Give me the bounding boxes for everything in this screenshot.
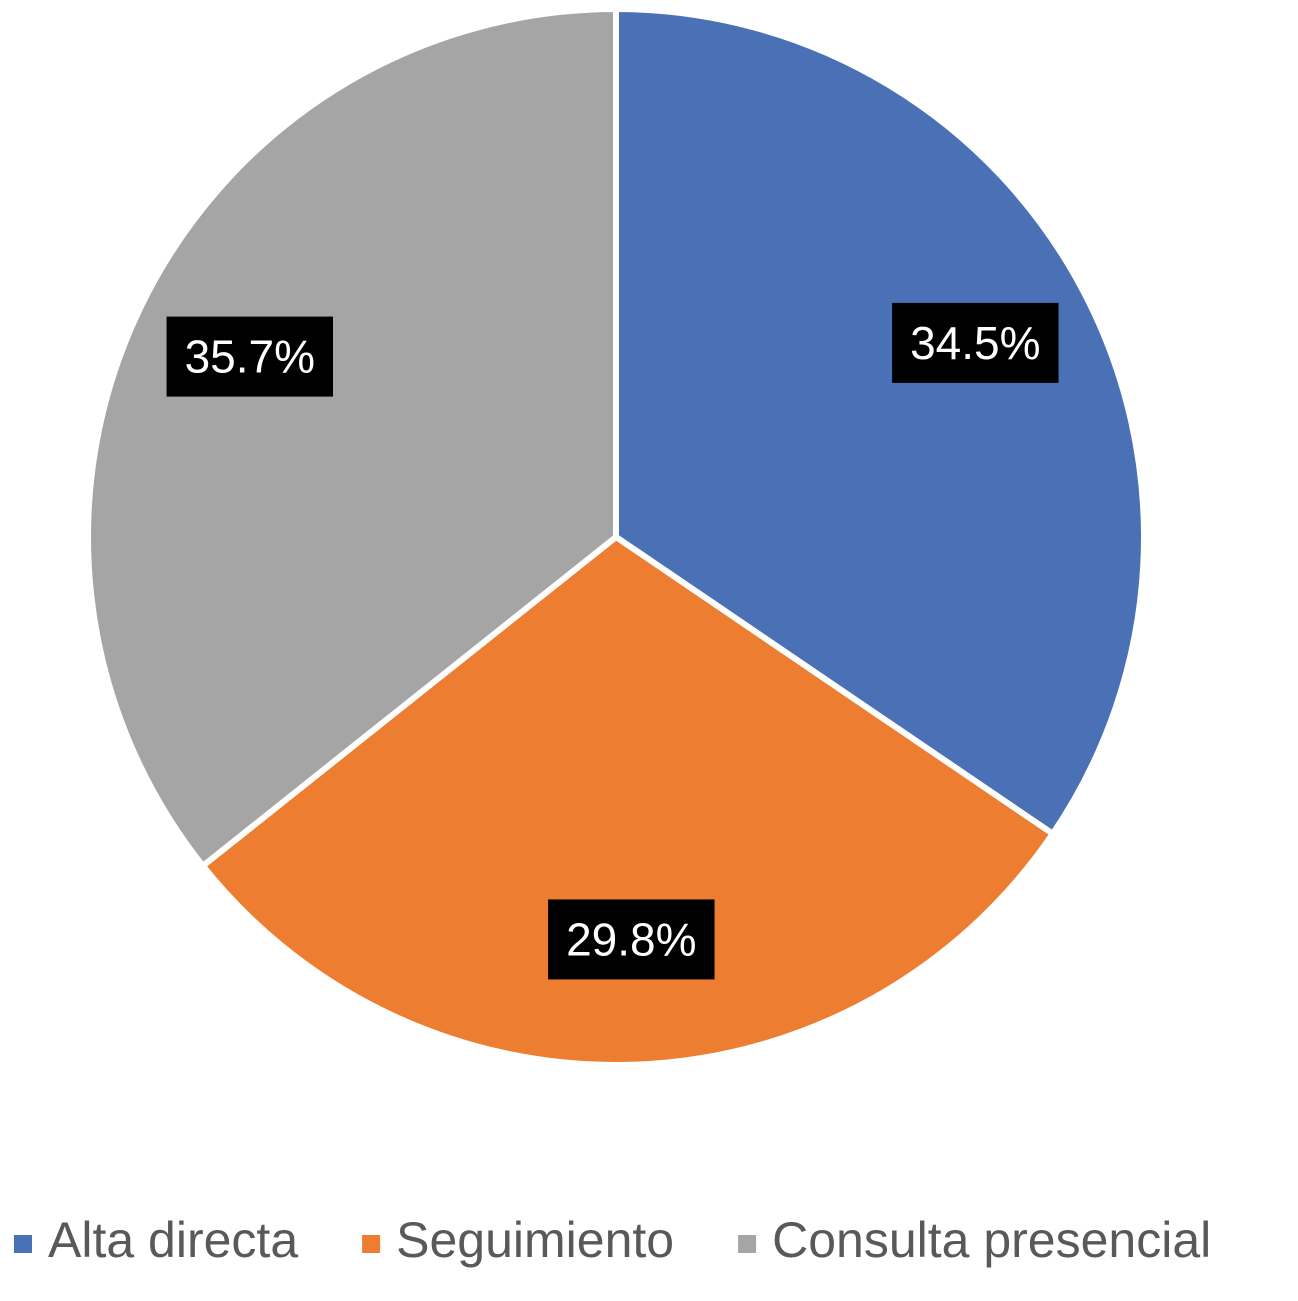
pie — [85, 6, 1147, 1068]
legend-marker — [738, 1235, 757, 1253]
data-label-box — [548, 899, 715, 980]
legend-label: Alta directa — [48, 1212, 298, 1268]
pie-slice — [199, 534, 1056, 1068]
data-label: 34.5% — [910, 317, 1040, 369]
data-labels: 34.5% 29.8% 35.7% — [166, 302, 1059, 980]
data-label: 29.8% — [566, 913, 696, 965]
legend-label: Consulta presencial — [772, 1212, 1211, 1268]
legend-marker — [14, 1235, 32, 1253]
data-label: 35.7% — [185, 331, 315, 383]
legend: Alta directa Seguimiento Consulta presenci… — [14, 1212, 1211, 1268]
data-label-box — [892, 302, 1059, 383]
data-label-box — [166, 316, 334, 397]
legend-marker — [362, 1235, 381, 1253]
legend-label: Seguimiento — [396, 1212, 674, 1268]
pie-slice — [85, 6, 619, 869]
pie-slice — [613, 6, 1147, 837]
